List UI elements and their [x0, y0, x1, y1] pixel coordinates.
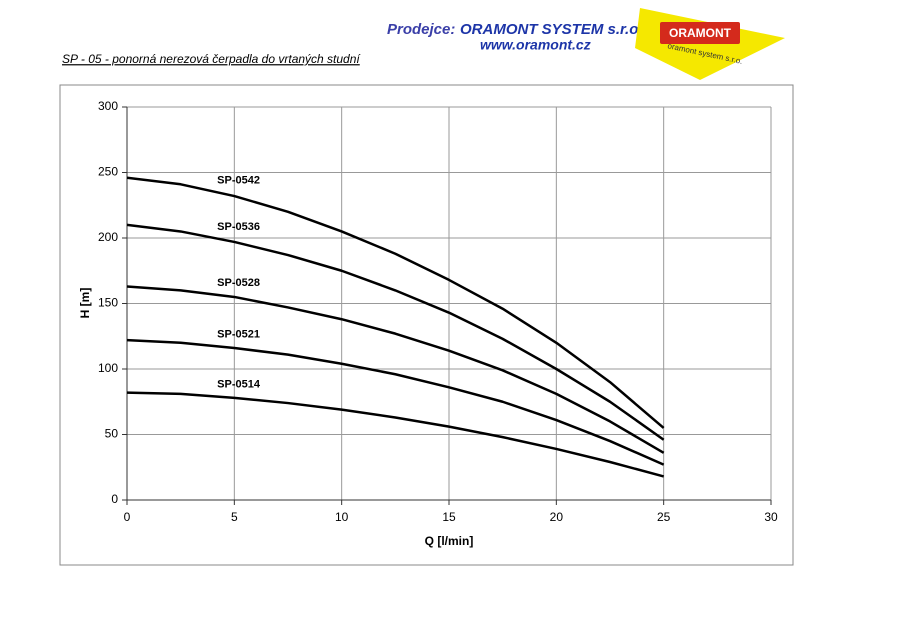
x-tick-label: 25	[657, 510, 671, 524]
logo-badge	[660, 22, 740, 44]
company: ORAMONT SYSTEM s.r.o.	[460, 21, 643, 38]
y-tick-label: 300	[98, 99, 118, 113]
series-line	[126, 285, 665, 454]
series-label: SP-0528	[217, 277, 260, 289]
y-tick-label: 200	[98, 230, 118, 244]
subtitle: SP - 05 - ponorná nerezová čerpadla do v…	[62, 52, 361, 66]
x-tick-label: 5	[231, 510, 238, 524]
x-tick-label: 10	[335, 510, 349, 524]
series-label: SP-0514	[217, 379, 261, 391]
y-tick-label: 0	[111, 492, 118, 506]
y-axis-title: H [m]	[78, 288, 92, 319]
x-tick-label: 30	[764, 510, 778, 524]
logo-text: ORAMONT	[669, 26, 732, 40]
series-label: SP-0536	[217, 221, 260, 233]
x-tick-label: 15	[442, 510, 456, 524]
series-line	[126, 176, 665, 429]
y-tick-label: 100	[98, 361, 118, 375]
chart-frame	[59, 84, 794, 566]
y-tick-label: 150	[98, 296, 118, 310]
x-axis-title: Q [l/min]	[425, 534, 474, 548]
series-line	[126, 338, 665, 466]
series-line	[126, 223, 665, 441]
x-tick-label: 20	[550, 510, 564, 524]
series-label: SP-0542	[217, 175, 260, 187]
y-tick-label: 50	[105, 427, 119, 441]
series-line	[126, 391, 664, 478]
website: www.oramont.cz	[480, 37, 591, 53]
y-tick-label: 250	[98, 165, 118, 179]
seller-label: Prodejce:	[387, 21, 455, 38]
series-label: SP-0521	[217, 328, 260, 340]
x-tick-label: 0	[124, 510, 131, 524]
